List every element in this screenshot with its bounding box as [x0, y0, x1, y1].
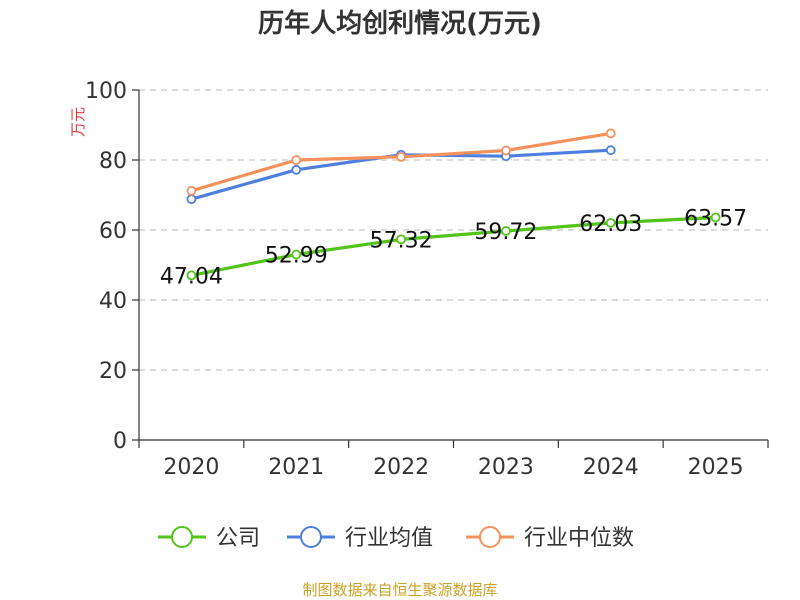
chart-title: 历年人均创利情况(万元)	[258, 8, 542, 39]
y-tick-label-60: 60	[99, 219, 127, 244]
legend: 公司 行业均值 行业中位数	[158, 526, 634, 551]
series-1-point-2021[interactable]	[291, 164, 302, 175]
data-label-2024: 62.03	[579, 212, 642, 237]
data-label-2020: 47.04	[160, 264, 223, 289]
series-0-point-2023[interactable]	[501, 226, 511, 236]
series-0-point-2022[interactable]	[396, 234, 406, 245]
grid-layer	[139, 89, 768, 371]
y-tick-label-40: 40	[99, 289, 127, 314]
y-axis-label: 万元	[69, 107, 87, 137]
y-tick-label-0: 0	[113, 429, 127, 454]
legend-marker-1	[300, 526, 322, 548]
legend-label-0[interactable]: 公司	[216, 526, 260, 551]
series-0-point-2024[interactable]	[605, 217, 616, 228]
data-label-2021: 52.99	[265, 244, 328, 269]
x-tick-label-2021: 2021	[268, 455, 324, 480]
y-tick-label-20: 20	[99, 359, 127, 384]
x-tick-label-2024: 2024	[583, 455, 639, 480]
series-0-point-2025[interactable]	[710, 212, 721, 223]
legend-marker-0	[171, 526, 193, 548]
data-label-layer: 47.04 52.99 57.32 59.72 62.03 63.57	[160, 207, 747, 290]
legend-marker-2	[479, 526, 501, 548]
series-line-0	[189, 215, 718, 277]
axis-layer: 0 20 40 60 80 100 2020 2021 2022 2023 2024 2025	[85, 79, 769, 480]
x-tick-label-2023: 2023	[478, 455, 534, 480]
source-note: 制图数据来自恒生聚源数据库	[302, 581, 497, 599]
data-label-2025: 63.57	[684, 207, 747, 232]
legend-label-1[interactable]: 行业均值	[345, 526, 433, 551]
legend-label-2[interactable]: 行业中位数	[524, 526, 634, 551]
series-layer	[186, 128, 721, 281]
series-0-point-2020[interactable]	[186, 270, 197, 281]
series-0-point-2021[interactable]	[291, 249, 302, 260]
y-tick-label-80: 80	[99, 149, 127, 174]
series-2-point-2023[interactable]	[501, 145, 511, 156]
series-2-point-2021[interactable]	[291, 155, 302, 165]
y-tick-label-100: 100	[85, 79, 127, 104]
series-2-point-2020[interactable]	[186, 185, 197, 196]
data-label-2023: 59.72	[474, 220, 537, 245]
x-tick-label-2022: 2022	[373, 455, 429, 480]
series-1-point-2020[interactable]	[186, 194, 197, 205]
data-label-2022: 57.32	[370, 228, 433, 253]
x-tick-label-2025: 2025	[688, 455, 744, 480]
x-tick-label-2020: 2020	[163, 455, 219, 480]
series-2-point-2022[interactable]	[396, 151, 406, 162]
series-1-point-2024[interactable]	[605, 145, 616, 156]
series-2-point-2024[interactable]	[605, 128, 616, 139]
